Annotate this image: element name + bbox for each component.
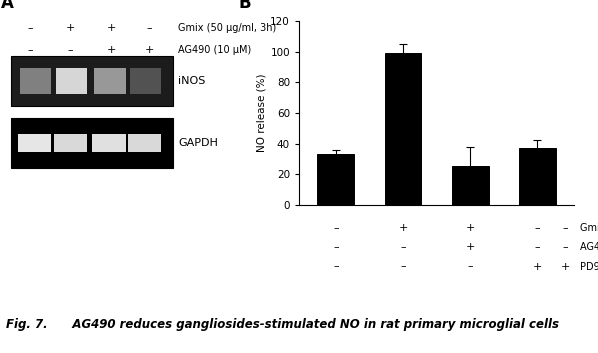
Text: PD98059 (5 μM): PD98059 (5 μM) xyxy=(580,262,598,271)
Bar xyxy=(451,167,489,205)
Text: –: – xyxy=(147,23,152,33)
Text: +: + xyxy=(465,223,475,233)
Bar xyxy=(18,134,51,152)
Text: +: + xyxy=(145,45,154,55)
Bar xyxy=(11,119,173,168)
Text: +: + xyxy=(106,23,116,33)
Text: +: + xyxy=(398,223,408,233)
Text: –: – xyxy=(467,262,473,271)
Text: Gmix (50 μg/ml, 3h): Gmix (50 μg/ml, 3h) xyxy=(178,23,276,33)
Bar xyxy=(128,134,161,152)
Text: +: + xyxy=(106,45,116,55)
Text: –: – xyxy=(333,262,338,271)
Text: Gmix (50 μg/ml, 48h): Gmix (50 μg/ml, 48h) xyxy=(580,223,598,233)
Text: –: – xyxy=(535,223,540,233)
Bar xyxy=(92,134,126,152)
Text: –: – xyxy=(400,242,406,252)
Text: –: – xyxy=(562,242,568,252)
Text: Fig. 7.      AG490 reduces gangliosides-stimulated NO in rat primary microglial : Fig. 7. AG490 reduces gangliosides-stimu… xyxy=(6,318,559,331)
Text: –: – xyxy=(27,45,33,55)
Text: +: + xyxy=(66,23,75,33)
Bar xyxy=(56,68,87,94)
Text: AG490 (10 μM): AG490 (10 μM) xyxy=(178,45,251,55)
Bar xyxy=(54,134,87,152)
Text: +: + xyxy=(465,242,475,252)
Text: –: – xyxy=(535,242,540,252)
Text: GAPDH: GAPDH xyxy=(178,138,218,148)
Text: –: – xyxy=(333,242,338,252)
Text: A: A xyxy=(1,0,14,12)
Text: –: – xyxy=(562,223,568,233)
Bar xyxy=(385,53,422,205)
Text: +: + xyxy=(532,262,542,271)
Bar xyxy=(130,68,161,94)
Text: –: – xyxy=(27,23,33,33)
Text: +: + xyxy=(560,262,570,271)
Bar xyxy=(11,56,173,106)
Text: –: – xyxy=(400,262,406,271)
Text: –: – xyxy=(333,223,338,233)
Y-axis label: NO release (%): NO release (%) xyxy=(256,74,266,152)
Text: B: B xyxy=(239,0,251,12)
Text: –: – xyxy=(68,45,74,55)
Bar xyxy=(20,68,51,94)
Bar xyxy=(94,68,126,94)
Bar xyxy=(518,148,556,205)
Bar xyxy=(318,154,355,205)
Text: iNOS: iNOS xyxy=(178,76,206,86)
Text: AG490 (10 μM): AG490 (10 μM) xyxy=(580,242,598,252)
